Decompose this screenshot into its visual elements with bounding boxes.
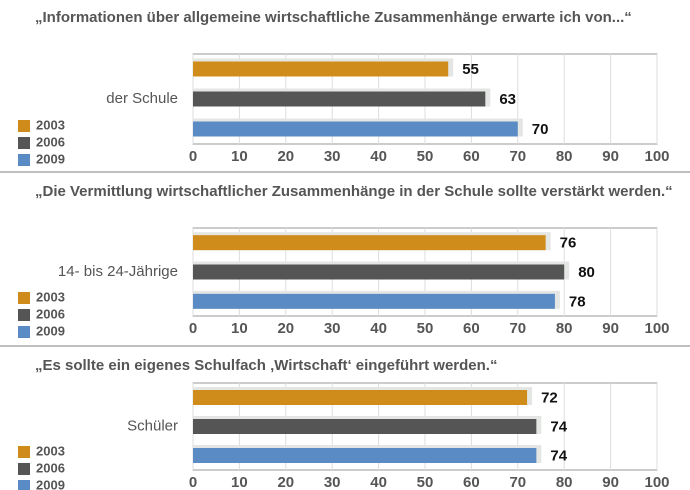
chart-title: „Informationen über allgemeine wirtschaf… xyxy=(35,9,632,26)
x-tick-label: 90 xyxy=(602,474,619,490)
x-tick-label: 80 xyxy=(556,320,573,337)
x-tick-label: 80 xyxy=(556,474,573,490)
x-tick-label: 50 xyxy=(417,474,434,490)
x-tick-label: 20 xyxy=(277,320,294,337)
category-label: Schüler xyxy=(127,417,178,434)
bar xyxy=(193,121,518,137)
value-label: 70 xyxy=(532,121,549,138)
x-tick-label: 30 xyxy=(324,320,341,337)
x-tick-label: 40 xyxy=(370,148,387,165)
chart-title: „Die Vermittlung wirtschaftlicher Zusamm… xyxy=(35,183,673,200)
legend-swatch xyxy=(18,137,30,149)
value-label: 72 xyxy=(541,389,558,406)
value-label: 78 xyxy=(569,293,586,310)
bar xyxy=(193,448,537,463)
bar xyxy=(193,91,486,107)
x-tick-label: 70 xyxy=(509,474,526,490)
x-tick-label: 90 xyxy=(602,320,619,337)
legend-swatch xyxy=(18,446,30,458)
x-tick-label: 40 xyxy=(370,320,387,337)
x-tick-label: 10 xyxy=(231,148,248,165)
chart-title: „Es sollte ein eigenes Schulfach ‚Wirtsc… xyxy=(35,357,498,374)
category-label: der Schule xyxy=(106,90,178,107)
legend-swatch xyxy=(18,463,30,475)
x-tick-label: 60 xyxy=(463,320,480,337)
bar xyxy=(193,235,546,251)
legend-label: 2009 xyxy=(36,477,65,490)
value-label: 80 xyxy=(578,264,595,281)
legend-swatch xyxy=(18,292,30,304)
value-label: 55 xyxy=(462,61,479,78)
x-tick-label: 30 xyxy=(324,148,341,165)
x-tick-label: 50 xyxy=(417,148,434,165)
legend-label: 2006 xyxy=(36,306,65,321)
legend-label: 2009 xyxy=(36,151,65,166)
x-tick-label: 10 xyxy=(231,320,248,337)
x-tick-label: 90 xyxy=(602,148,619,165)
x-tick-label: 20 xyxy=(277,148,294,165)
legend-label: 2003 xyxy=(36,443,65,458)
value-label: 74 xyxy=(550,447,567,464)
legend-label: 2003 xyxy=(36,289,65,304)
category-label: 14- bis 24-Jährige xyxy=(58,263,178,280)
legend-label: 2003 xyxy=(36,117,65,132)
value-label: 63 xyxy=(499,91,516,108)
x-tick-label: 100 xyxy=(644,320,669,337)
legend-swatch xyxy=(18,326,30,338)
legend-swatch xyxy=(18,154,30,166)
x-tick-label: 70 xyxy=(509,320,526,337)
legend-swatch xyxy=(18,120,30,132)
legend-swatch xyxy=(18,309,30,321)
x-tick-label: 20 xyxy=(277,474,294,490)
x-tick-label: 60 xyxy=(463,474,480,490)
x-tick-label: 0 xyxy=(189,320,197,337)
x-tick-label: 100 xyxy=(644,474,669,490)
bar xyxy=(193,390,528,405)
bar xyxy=(193,264,565,280)
legend-label: 2009 xyxy=(36,323,65,338)
x-tick-label: 10 xyxy=(231,474,248,490)
bar xyxy=(193,61,449,77)
x-tick-label: 30 xyxy=(324,474,341,490)
value-label: 74 xyxy=(550,418,567,435)
value-label: 76 xyxy=(560,235,577,252)
legend-label: 2006 xyxy=(36,460,65,475)
x-tick-label: 0 xyxy=(189,148,197,165)
legend-swatch xyxy=(18,480,30,490)
bar xyxy=(193,293,555,309)
x-tick-label: 40 xyxy=(370,474,387,490)
x-tick-label: 50 xyxy=(417,320,434,337)
x-tick-label: 80 xyxy=(556,148,573,165)
legend-label: 2006 xyxy=(36,134,65,149)
x-tick-label: 100 xyxy=(644,148,669,165)
x-tick-label: 70 xyxy=(509,148,526,165)
x-tick-label: 0 xyxy=(189,474,197,490)
x-tick-label: 60 xyxy=(463,148,480,165)
bar xyxy=(193,419,537,434)
